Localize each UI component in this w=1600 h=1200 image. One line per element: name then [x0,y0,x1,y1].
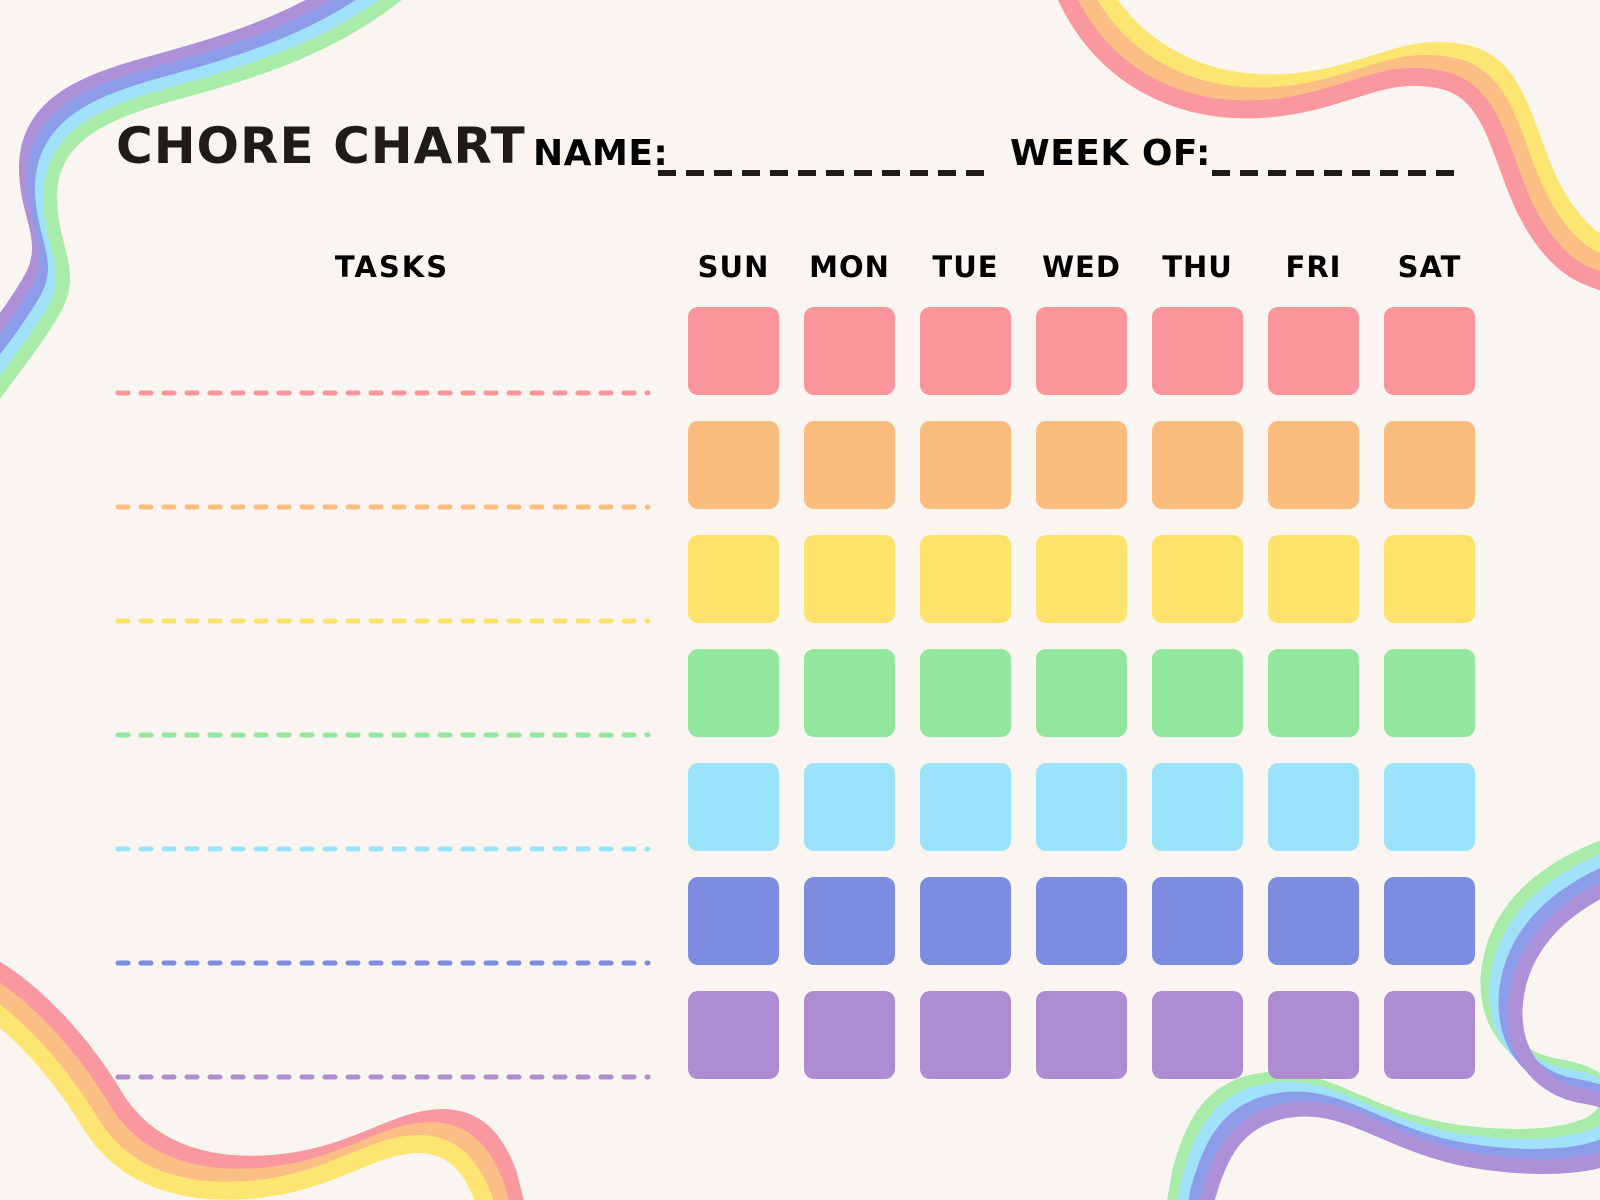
chore-cell-thu-row7[interactable] [1152,991,1243,1079]
chore-cell-tue-row6[interactable] [920,877,1011,965]
chore-cell-sun-row2[interactable] [688,421,779,509]
chore-cell-thu-row5[interactable] [1152,763,1243,851]
chore-cell-tue-row4[interactable] [920,649,1011,737]
chore-cell-tue-row5[interactable] [920,763,1011,851]
chore-cell-mon-row6[interactable] [804,877,895,965]
chore-cell-mon-row1[interactable] [804,307,895,395]
chore-cell-sat-row5[interactable] [1384,763,1475,851]
chore-cell-sat-row6[interactable] [1384,877,1475,965]
chore-cell-thu-row1[interactable] [1152,307,1243,395]
ribbon-top-left-icon [0,0,402,399]
day-header-fri: FRI [1285,250,1342,284]
chore-cell-thu-row3[interactable] [1152,535,1243,623]
chore-cell-mon-row3[interactable] [804,535,895,623]
chore-cell-sun-row3[interactable] [688,535,779,623]
chore-cell-thu-row2[interactable] [1152,421,1243,509]
chore-cell-tue-row1[interactable] [920,307,1011,395]
chore-cell-wed-row2[interactable] [1036,421,1127,509]
day-header-thu: THU [1162,250,1233,284]
chore-cell-sun-row5[interactable] [688,763,779,851]
chore-cell-tue-row3[interactable] [920,535,1011,623]
tasks-column-header: TASKS [334,250,450,284]
chore-cell-fri-row5[interactable] [1268,763,1359,851]
chore-cell-mon-row5[interactable] [804,763,895,851]
chore-cell-mon-row2[interactable] [804,421,895,509]
chore-cell-wed-row5[interactable] [1036,763,1127,851]
chore-cell-sun-row1[interactable] [688,307,779,395]
chore-cell-tue-row7[interactable] [920,991,1011,1079]
ribbon-top-right-icon [1057,0,1600,291]
chore-cell-wed-row6[interactable] [1036,877,1127,965]
chore-cell-fri-row7[interactable] [1268,991,1359,1079]
chore-cell-thu-row4[interactable] [1152,649,1243,737]
chore-cell-sun-row4[interactable] [688,649,779,737]
chore-cell-wed-row7[interactable] [1036,991,1127,1079]
chore-cell-tue-row2[interactable] [920,421,1011,509]
week-of-label: WEEK OF: [1010,133,1211,174]
name-label: NAME: [533,133,669,174]
chore-cell-mon-row7[interactable] [804,991,895,1079]
chore-cell-sat-row1[interactable] [1384,307,1475,395]
chore-cell-fri-row3[interactable] [1268,535,1359,623]
page-title: CHORE CHART [116,117,526,175]
chore-cell-fri-row1[interactable] [1268,307,1359,395]
day-header-tue: TUE [932,250,999,284]
day-header-wed: WED [1042,250,1121,284]
day-headers: SUN MON TUE WED THU FRI SAT [688,250,1475,284]
chore-cell-wed-row1[interactable] [1036,307,1127,395]
day-header-sat: SAT [1397,250,1462,284]
task-lines [115,390,651,1080]
chore-cell-sat-row3[interactable] [1384,535,1475,623]
ribbon-bottom-right-icon [1167,840,1600,1200]
day-header-mon: MON [809,250,890,284]
chore-cell-sun-row6[interactable] [688,877,779,965]
chore-cell-wed-row3[interactable] [1036,535,1127,623]
day-header-sun: SUN [697,250,770,284]
chore-cell-thu-row6[interactable] [1152,877,1243,965]
chore-cell-sun-row7[interactable] [688,991,779,1079]
chore-cell-fri-row6[interactable] [1268,877,1359,965]
chore-grid [688,307,1475,1079]
chore-cell-sat-row7[interactable] [1384,991,1475,1079]
chore-cell-wed-row4[interactable] [1036,649,1127,737]
chore-cell-sat-row2[interactable] [1384,421,1475,509]
chore-cell-mon-row4[interactable] [804,649,895,737]
chore-cell-fri-row2[interactable] [1268,421,1359,509]
chore-cell-sat-row4[interactable] [1384,649,1475,737]
chore-cell-fri-row4[interactable] [1268,649,1359,737]
ribbon-bottom-left-icon [0,961,524,1200]
